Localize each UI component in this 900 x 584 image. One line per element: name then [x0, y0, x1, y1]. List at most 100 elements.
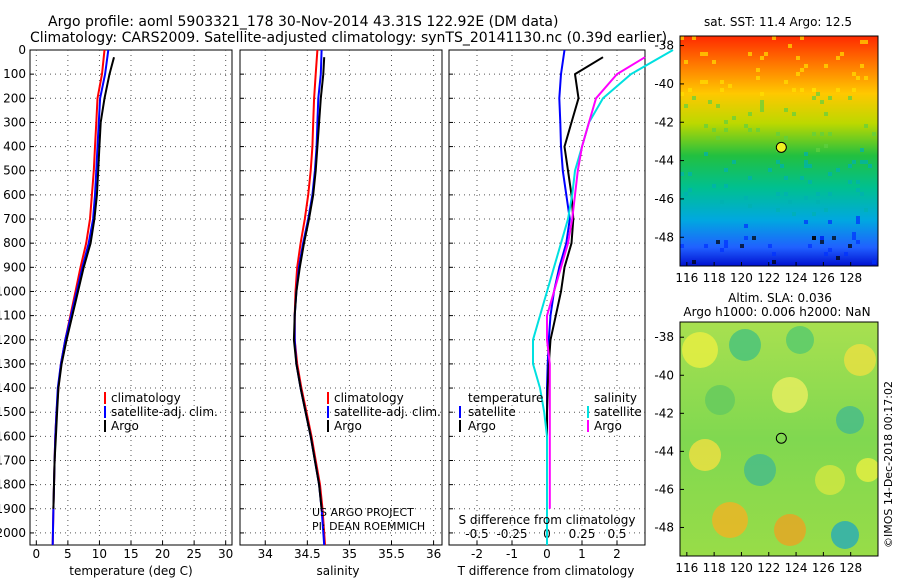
- lat-tick-label: -42: [654, 406, 674, 420]
- sst-pixel: [796, 56, 800, 60]
- lat-tick-label: -38: [654, 39, 674, 53]
- sst-pixel: [844, 252, 848, 256]
- x-tick-label: 34.5: [294, 547, 321, 561]
- sst-pixel: [792, 88, 796, 92]
- sst-pixel-texture: [680, 36, 876, 264]
- sst-pixel: [700, 80, 704, 84]
- lat-tick-label: -46: [654, 482, 674, 496]
- sst-pixel: [836, 88, 840, 92]
- sst-pixel: [860, 64, 864, 68]
- t-difference-tick-labels: -2 -1 0 1 2: [471, 547, 621, 561]
- sst-pixel: [856, 220, 860, 224]
- sst-pixel: [700, 52, 704, 56]
- sst-pixel: [852, 88, 856, 92]
- sst-pixel: [804, 164, 808, 168]
- sst-pixel: [716, 240, 720, 244]
- sst-pixel: [744, 196, 748, 200]
- sst-pixel: [768, 244, 772, 248]
- imos-timestamp: ©IMOS 14-Dec-2018 00:17:02: [882, 381, 895, 548]
- sst-pixel: [820, 240, 824, 244]
- depth-tick-label: 400: [3, 140, 26, 154]
- sla-blob: [815, 465, 845, 495]
- sst-pixel: [720, 80, 724, 84]
- title-line-1: Argo profile: aoml 5903321_178 30-Nov-20…: [48, 14, 558, 30]
- sst-pixel: [840, 52, 844, 56]
- s-diff-tick-label: 0.25: [569, 527, 596, 541]
- salinity-plot-frame: [239, 49, 443, 546]
- sst-pixel: [812, 236, 816, 240]
- sst-pixel: [732, 160, 736, 164]
- sst-pixel: [804, 64, 808, 68]
- sst-pixel: [760, 100, 764, 104]
- lon-tick-label: 124: [785, 561, 808, 575]
- sst-pixel: [848, 96, 852, 100]
- s-diff-tick-label: -0.5: [465, 527, 488, 541]
- sst-pixel: [724, 184, 728, 188]
- legend-label-s-satellite: satellite: [594, 405, 642, 419]
- lat-tick-label: -40: [654, 77, 674, 91]
- difference-panel: -2 -1 0 1 2 -0.5 -0.25 0 0.25 0.5 T difference f…: [448, 49, 674, 578]
- sst-pixel: [724, 244, 728, 248]
- sst-pixel: [748, 52, 752, 56]
- x-tick-label: 10: [92, 547, 107, 561]
- sst-pixel: [800, 88, 804, 92]
- sst-pixel: [704, 80, 708, 84]
- sst-pixel: [824, 64, 828, 68]
- sst-pixel: [728, 84, 732, 88]
- difference-legend-temperature: temperature satellite Argo: [459, 391, 543, 433]
- legend-label-climatology: climatology: [334, 391, 404, 405]
- sst-pixel: [748, 112, 752, 116]
- sst-pixel: [748, 128, 752, 132]
- depth-tick-label: 100: [3, 67, 26, 81]
- legend-label-argo: Argo: [111, 419, 139, 433]
- sst-pixel: [872, 132, 876, 136]
- difference-profiles: [532, 49, 674, 545]
- sst-pixel: [848, 164, 852, 168]
- sla-latitude-labels: -38 -40 -42 -44 -46 -48: [654, 330, 684, 534]
- sst-pixel: [836, 56, 840, 60]
- temperature-profiles: [51, 49, 115, 546]
- sst-pixel: [756, 68, 760, 72]
- lat-tick-label: -44: [654, 444, 674, 458]
- x-tick-label: 5: [64, 547, 72, 561]
- sst-pixel: [828, 248, 832, 252]
- salinity-gridlines: [240, 50, 442, 545]
- sst-pixel: [680, 172, 684, 176]
- x-tick-label: 0: [543, 547, 551, 561]
- sla-map-title: Altim. SLA: 0.036: [728, 291, 832, 305]
- sst-pixel: [804, 220, 808, 224]
- sla-blob: [836, 406, 864, 434]
- argo-location-marker: [775, 141, 787, 153]
- legend-heading-salinity: salinity: [594, 391, 637, 405]
- sst-pixel: [680, 36, 684, 40]
- x-tick-label: 2: [613, 547, 621, 561]
- sst-pixel: [776, 132, 780, 136]
- legend-label-satellite: satellite-adj. clim.: [334, 405, 441, 419]
- lat-tick-label: -48: [654, 520, 674, 534]
- depth-tick-labels: 0 100 200 300 400 500 600 700 800 900 1000 1100 1200…: [0, 43, 26, 540]
- depth-tick-label: 1400: [0, 381, 26, 395]
- sst-pixel: [772, 260, 776, 264]
- sst-pixel: [856, 76, 860, 80]
- x-tick-label: 25: [186, 547, 201, 561]
- sst-pixel: [868, 164, 872, 168]
- sst-pixel: [716, 136, 720, 140]
- x-tick-label: 34: [258, 547, 273, 561]
- legend-swatch-s-satellite: [587, 406, 589, 418]
- sst-pixel: [856, 180, 860, 184]
- sla-longitude-labels: 116 118 120 122 124 126 128: [675, 552, 862, 575]
- lon-tick-label: 122: [757, 561, 780, 575]
- sst-pixel: [816, 92, 820, 96]
- sla-blob: [856, 458, 878, 482]
- series-line-argo: [52, 56, 115, 509]
- sst-pixel: [828, 132, 832, 136]
- depth-tick-label: 300: [3, 115, 26, 129]
- temperature-panel: 0100200300400500600700800900100011001200…: [0, 43, 233, 578]
- sst-pixel: [744, 236, 748, 240]
- legend-swatch-satellite: [327, 406, 329, 418]
- sst-pixel: [712, 60, 716, 64]
- lon-tick-label: 116: [675, 271, 698, 285]
- sst-longitude-labels: 116 118 120 122 124 126 128: [675, 262, 862, 285]
- temperature-tick-labels: 0 5 10 15 20 25 30: [32, 547, 233, 561]
